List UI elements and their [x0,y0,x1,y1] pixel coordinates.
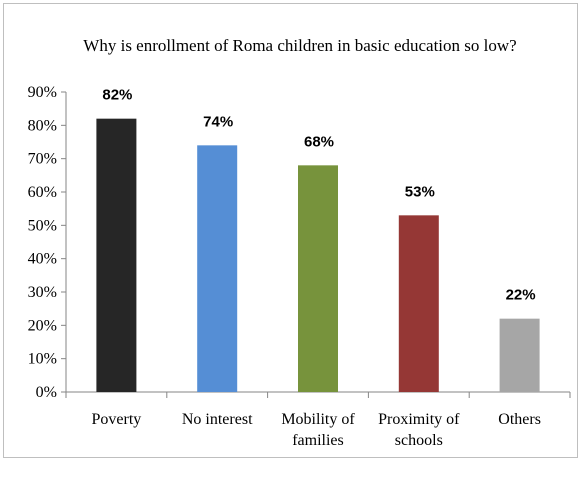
bar-no-interest [197,145,238,392]
y-tick-label: 60% [28,184,57,201]
bar-poverty [96,118,137,393]
category-label: Others [498,411,541,428]
chart-frame [3,3,578,458]
category-label: Mobility of families [281,411,355,449]
y-tick-label: 90% [28,84,57,101]
bars [96,118,540,393]
category-label: Poverty [92,411,142,428]
data-label: 68% [304,133,334,150]
category-label: Proximity of schools [378,411,460,449]
category-label: No interest [182,411,253,428]
y-tick-label: 50% [28,217,57,234]
chart-title: Why is enrollment of Roma children in ba… [83,36,516,55]
bar-proximity-of-schools [398,215,439,392]
y-tick-label: 70% [28,151,57,168]
data-label: 53% [405,183,435,200]
data-label: 22% [506,287,536,304]
y-tick-label: 0% [36,384,57,401]
y-tick-label: 40% [28,251,57,268]
bar-mobility-of-families [298,165,338,392]
y-tick-label: 30% [28,284,57,301]
axes: 0% 10% 20% 30% 40% 50% 60% 70% 80% 90% [28,84,571,401]
data-label: 74% [203,113,233,130]
y-tick-label: 20% [28,317,57,334]
category-labels: Poverty No interest Mobility of families Pro… [92,411,541,449]
bar-others [499,318,540,392]
y-tick-label: 80% [28,117,57,134]
data-label: 82% [102,87,132,104]
y-tick-label: 10% [28,351,57,368]
data-labels: 82% 74% 68% 53% 22% [102,87,535,304]
